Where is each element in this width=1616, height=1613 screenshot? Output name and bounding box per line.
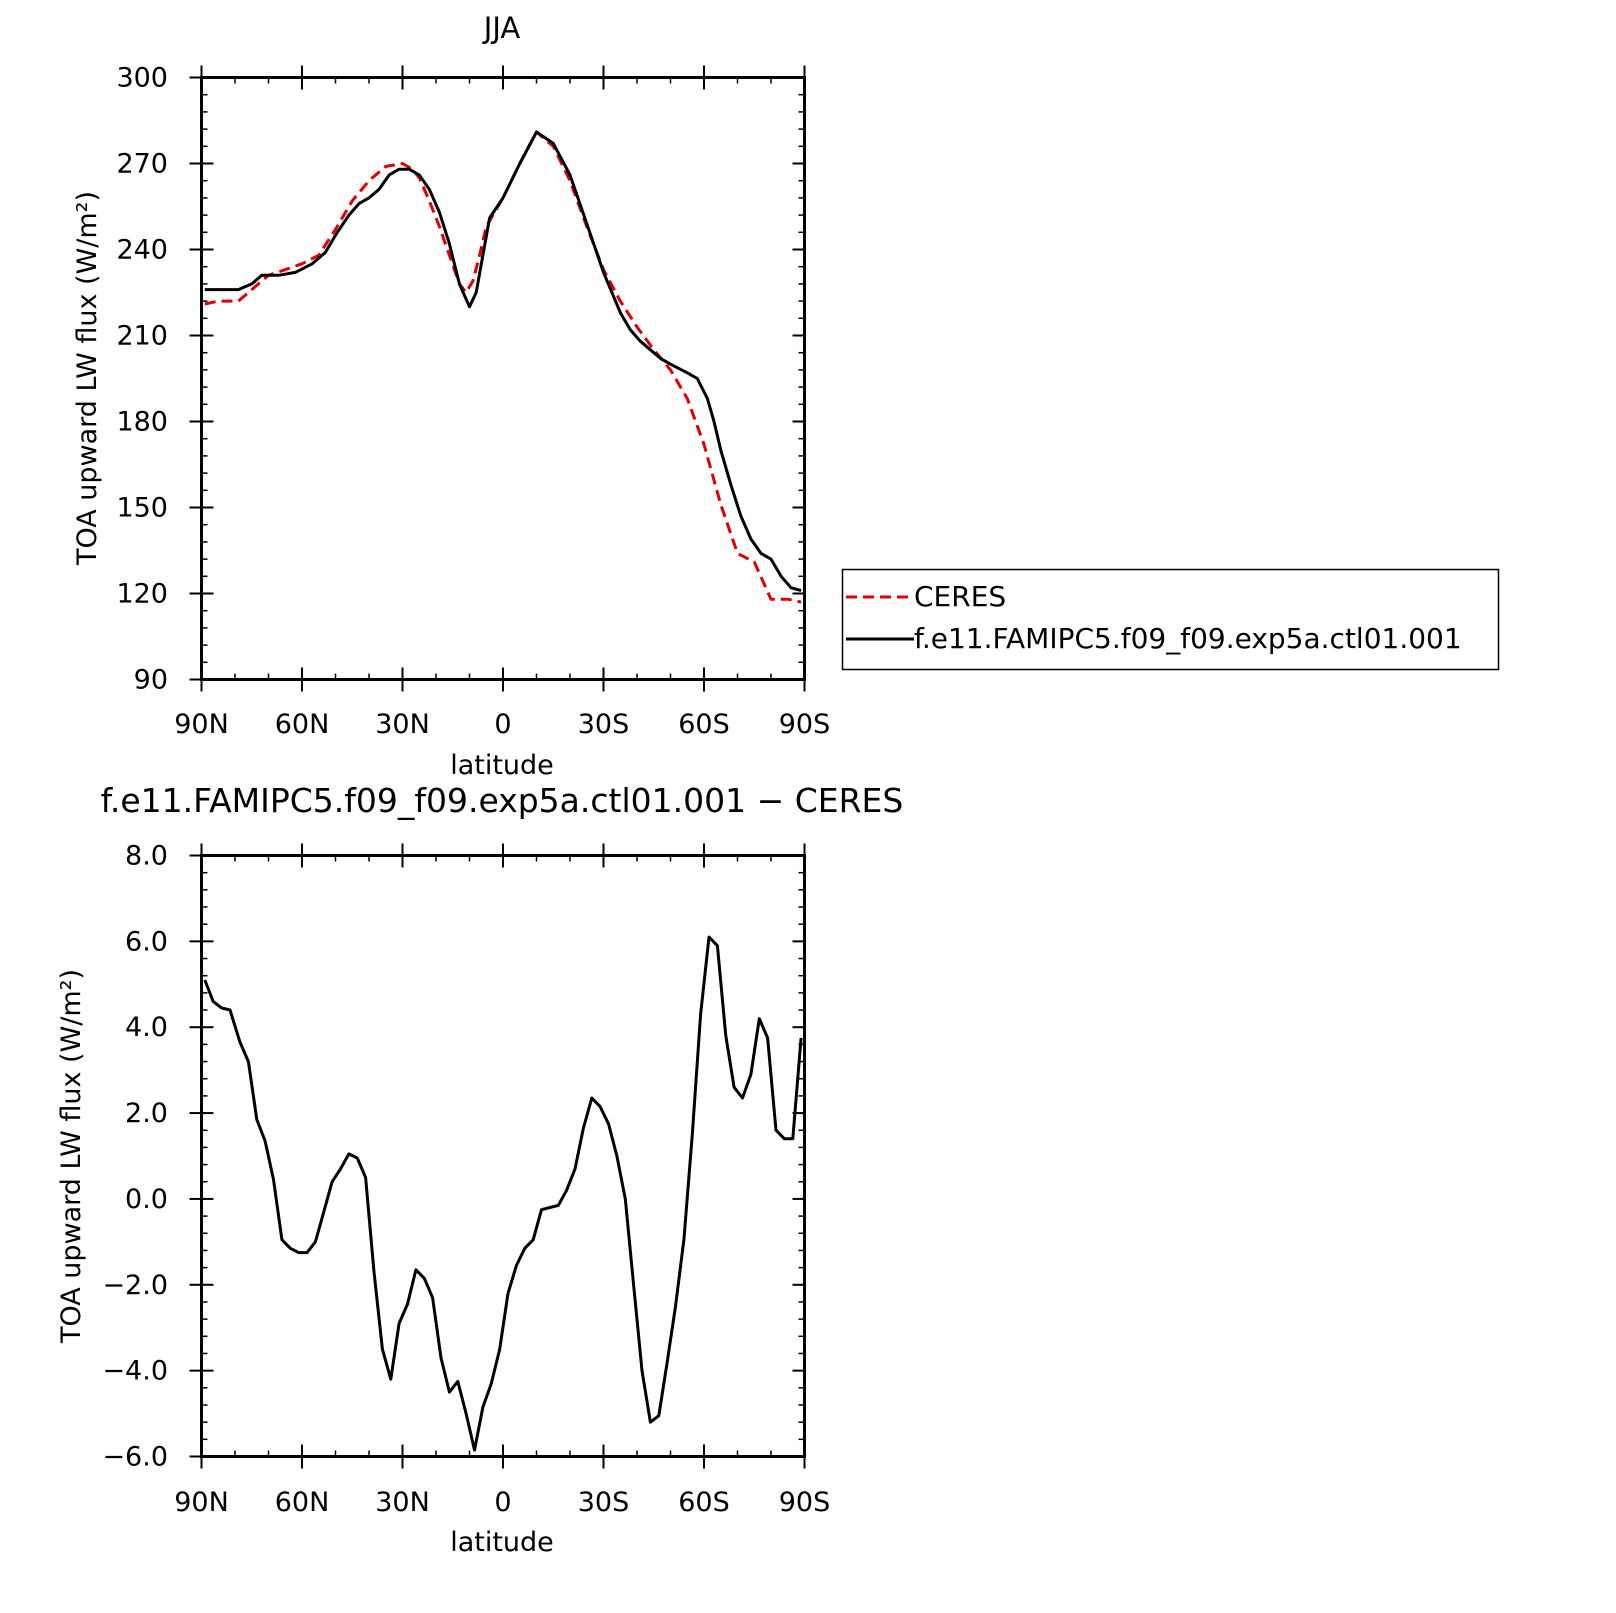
top-panel: JJA 90 120 150 180 210 240 270 300 90N 60N 30N 0 30S… bbox=[72, 11, 830, 781]
bottom-x-tick-label: 30S bbox=[578, 1487, 630, 1518]
bottom-series-line-1 bbox=[203, 935, 803, 1452]
bottom-y-tick-label: 8.0 bbox=[125, 841, 168, 872]
top-x-tick-label: 60S bbox=[678, 709, 730, 740]
top-x-tick-label: 30S bbox=[578, 709, 630, 740]
bottom-y-tick-label: 4.0 bbox=[125, 1012, 168, 1043]
bottom-x-tick-label: 90N bbox=[174, 1487, 229, 1518]
top-x-tick-label: 30N bbox=[375, 709, 430, 740]
legend-label-ceres: CERES bbox=[914, 580, 1006, 613]
bottom-x-tick-label: 0 bbox=[494, 1487, 511, 1518]
bottom-plot-frame bbox=[200, 854, 806, 1458]
bottom-y-tick-label: −4.0 bbox=[102, 1356, 168, 1387]
bottom-panel: f.e11.FAMIPC5.f09_f09.exp5a.ctl01.001 − … bbox=[56, 781, 903, 1558]
bottom-y-tick-label: 6.0 bbox=[125, 926, 168, 957]
top-y-tick-label: 90 bbox=[134, 665, 168, 696]
top-plot-frame bbox=[200, 76, 806, 681]
top-x-tick-label: 0 bbox=[494, 709, 511, 740]
top-curves bbox=[204, 130, 802, 604]
top-y-tick-label: 240 bbox=[116, 235, 168, 266]
top-y-tick-label: 180 bbox=[116, 407, 168, 438]
top-x-tick-label: 60N bbox=[275, 709, 330, 740]
top-series-line-1 bbox=[204, 130, 802, 604]
bottom-ticks: −6.0 −4.0 −2.0 0.0 2.0 4.0 6.0 8.0 90N 60N 30N 0 30S… bbox=[102, 841, 830, 1519]
top-ticks: 90 120 150 180 210 240 270 300 90N 60N 30N 0 30S 60S 9… bbox=[116, 63, 830, 741]
bottom-x-axis-label: latitude bbox=[450, 1527, 554, 1558]
top-y-tick-label: 270 bbox=[116, 149, 168, 180]
bottom-curves bbox=[203, 935, 803, 1452]
top-x-tick-label: 90N bbox=[174, 709, 229, 740]
bottom-x-tick-label: 60S bbox=[678, 1487, 730, 1518]
bottom-y-tick-label: −2.0 bbox=[102, 1270, 168, 1301]
top-series-line-2 bbox=[204, 130, 802, 593]
bottom-x-tick-label: 60N bbox=[275, 1487, 330, 1518]
legend: CERES f.e11.FAMIPC5.f09_f09.exp5a.ctl01.… bbox=[841, 568, 1500, 671]
top-y-tick-label: 120 bbox=[116, 579, 168, 610]
top-x-tick-label: 90S bbox=[779, 709, 831, 740]
bottom-x-tick-label: 30N bbox=[375, 1487, 430, 1518]
top-y-tick-label: 300 bbox=[116, 63, 168, 94]
top-x-axis-label: latitude bbox=[450, 750, 554, 781]
legend-label-model: f.e11.FAMIPC5.f09_f09.exp5a.ctl01.001 bbox=[914, 622, 1462, 655]
top-chart-title: JJA bbox=[482, 11, 521, 45]
top-y-axis-label: TOA upward LW flux (W/m²) bbox=[72, 191, 103, 566]
top-y-tick-label: 150 bbox=[116, 493, 168, 524]
legend-box bbox=[841, 568, 1500, 671]
bottom-x-tick-label: 90S bbox=[779, 1487, 831, 1518]
bottom-chart-title: f.e11.FAMIPC5.f09_f09.exp5a.ctl01.001 − … bbox=[101, 781, 904, 820]
top-y-tick-label: 210 bbox=[116, 321, 168, 352]
bottom-y-tick-label: 0.0 bbox=[125, 1184, 168, 1215]
bottom-y-axis-label: TOA upward LW flux (W/m²) bbox=[56, 969, 87, 1344]
bottom-y-tick-label: −6.0 bbox=[102, 1442, 168, 1473]
bottom-y-tick-label: 2.0 bbox=[125, 1098, 168, 1129]
